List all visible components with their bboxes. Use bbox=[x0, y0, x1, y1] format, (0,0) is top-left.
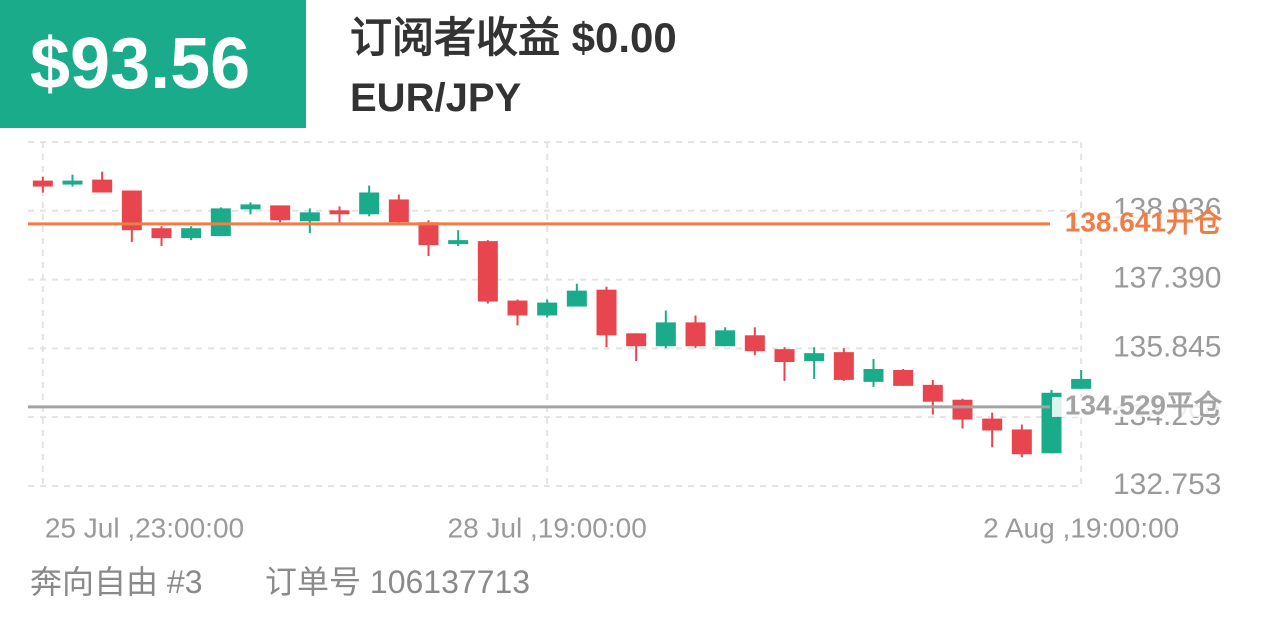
candle-body bbox=[596, 289, 617, 336]
candle-body bbox=[952, 399, 973, 420]
candle-body bbox=[537, 302, 558, 316]
y-tick-label: 135.845 bbox=[1113, 330, 1221, 363]
candle-body bbox=[1011, 429, 1032, 455]
candle-body bbox=[833, 352, 854, 380]
candle-body bbox=[566, 290, 587, 307]
order-number: 订单号 106137713 bbox=[265, 564, 531, 600]
x-tick-label: 28 Jul ,19:00:00 bbox=[448, 512, 647, 543]
candle-body bbox=[744, 335, 765, 352]
strategy-name: 奔向自由 #3 bbox=[30, 564, 203, 600]
candle-body bbox=[922, 384, 943, 402]
x-tick-label: 25 Jul ,23:00:00 bbox=[45, 512, 244, 543]
candle-body bbox=[863, 369, 884, 382]
candle-body bbox=[418, 222, 439, 246]
candle-body bbox=[359, 192, 380, 215]
candle-body bbox=[1071, 378, 1092, 389]
reference-label-bg bbox=[1052, 396, 1222, 417]
y-tick-label: 132.753 bbox=[1113, 468, 1221, 501]
candle-body bbox=[507, 300, 528, 316]
candle-body bbox=[299, 212, 320, 222]
x-tick-label: 2 Aug ,19:00:00 bbox=[983, 512, 1179, 543]
candle-body bbox=[121, 190, 142, 231]
candle-body bbox=[655, 322, 676, 347]
candle-body bbox=[893, 369, 914, 386]
candle-body bbox=[388, 199, 409, 223]
symbol: EUR/JPY bbox=[350, 76, 522, 120]
subscriber-earnings: 订阅者收益 $0.00 bbox=[350, 14, 677, 61]
candle-body bbox=[804, 353, 825, 362]
profit-amount: $93.56 bbox=[30, 24, 251, 104]
y-tick-label: 137.390 bbox=[1113, 261, 1221, 294]
candle-body bbox=[685, 322, 706, 347]
candle-body bbox=[92, 179, 113, 193]
candle-body bbox=[181, 228, 202, 239]
candle-body bbox=[477, 241, 498, 302]
reference-label: 138.641开仓 bbox=[1065, 206, 1223, 237]
candle-body bbox=[329, 210, 350, 215]
candle-body bbox=[715, 330, 736, 347]
candle-body bbox=[151, 228, 172, 239]
candle-body bbox=[270, 205, 291, 221]
candle-body bbox=[448, 240, 469, 245]
candle-body bbox=[626, 333, 647, 347]
candle-body bbox=[210, 208, 231, 237]
reference-label: 134.529平仓 bbox=[1065, 389, 1223, 420]
candle-body bbox=[62, 180, 83, 185]
candle-body bbox=[32, 180, 53, 187]
candle-body bbox=[774, 349, 795, 363]
profit-badge bbox=[0, 0, 306, 128]
candle-body bbox=[240, 204, 261, 210]
candle-body bbox=[982, 418, 1003, 431]
reference-label-bg bbox=[1052, 213, 1222, 234]
